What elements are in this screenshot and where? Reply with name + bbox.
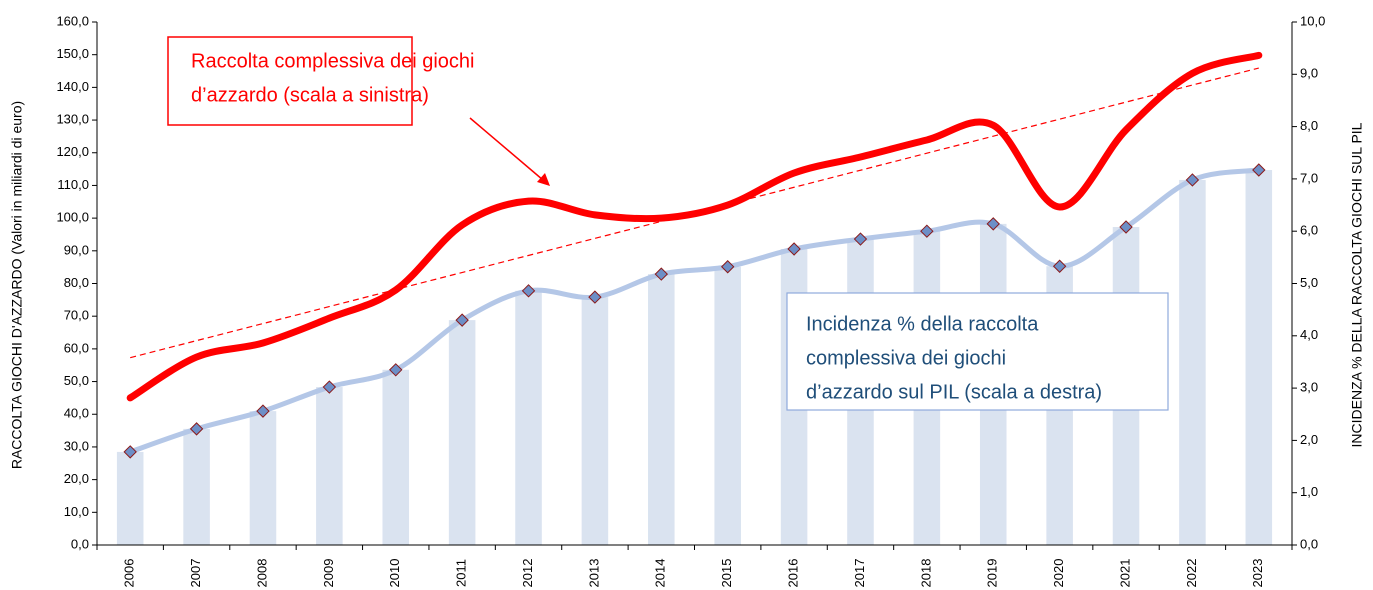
y-tick-label: 140,0 bbox=[56, 79, 89, 94]
x-tick-label: 2018 bbox=[918, 559, 933, 588]
marker bbox=[1252, 163, 1266, 177]
x-tick-label: 2008 bbox=[254, 559, 269, 588]
marker bbox=[123, 445, 137, 459]
y-tick-label: 50,0 bbox=[64, 373, 89, 388]
bar bbox=[448, 320, 476, 545]
y2-tick-label: 3,0 bbox=[1300, 380, 1318, 395]
x-tick-label: 2007 bbox=[188, 559, 203, 588]
marker bbox=[322, 380, 337, 394]
x-tick-label: 2014 bbox=[653, 559, 668, 588]
y-tick-label: 90,0 bbox=[64, 242, 89, 257]
x-tick-label: 2011 bbox=[454, 559, 469, 587]
x-tick-label: 2017 bbox=[852, 559, 867, 588]
arrow bbox=[469, 117, 544, 181]
bar bbox=[1245, 170, 1273, 545]
y-tick-label: 60,0 bbox=[64, 340, 89, 355]
x-tick-label: 2010 bbox=[387, 559, 402, 588]
y2-tick-label: 2,0 bbox=[1300, 432, 1318, 447]
x-tick-label: 2016 bbox=[786, 559, 801, 588]
marker bbox=[521, 284, 536, 298]
y2-tick-label: 4,0 bbox=[1300, 327, 1318, 342]
bar bbox=[382, 369, 410, 545]
y2-tick-label: 8,0 bbox=[1300, 118, 1318, 133]
y-tick-label: 110,0 bbox=[57, 177, 89, 192]
bar bbox=[648, 274, 675, 545]
marker bbox=[256, 404, 270, 418]
x-tick-label: 2006 bbox=[122, 559, 137, 588]
line bbox=[126, 51, 1263, 402]
marker bbox=[853, 232, 868, 246]
x-tick-label: 2012 bbox=[520, 559, 535, 588]
x-tick-label: 2021 bbox=[1117, 559, 1132, 588]
marker bbox=[986, 217, 1000, 231]
annotation-text: Raccolta complessiva dei giochi bbox=[191, 50, 474, 72]
y-tick-label: 120,0 bbox=[56, 144, 89, 159]
marker bbox=[389, 363, 403, 377]
annotation-text: d’azzardo sul PIL (scala a destra) bbox=[806, 381, 1102, 403]
x-tick-label: 2020 bbox=[1051, 559, 1066, 588]
annotation-text: d’azzardo (scala a sinistra) bbox=[191, 84, 429, 106]
bar bbox=[116, 451, 144, 545]
x-tick-label: 2022 bbox=[1184, 559, 1199, 588]
x-tick-label: 2013 bbox=[586, 559, 601, 588]
bar bbox=[1179, 179, 1206, 546]
arrow-head bbox=[537, 173, 550, 186]
y2-tick-label: 9,0 bbox=[1300, 66, 1318, 81]
y-tick-label: 80,0 bbox=[64, 275, 89, 290]
y-axis-title: RACCOLTA GIOCHI D'AZZARDO (Valori in mil… bbox=[9, 101, 25, 469]
y2-tick-label: 5,0 bbox=[1300, 275, 1318, 290]
bar bbox=[183, 428, 210, 545]
annotation-box bbox=[167, 36, 413, 126]
marker bbox=[455, 313, 469, 327]
marker bbox=[1119, 220, 1133, 234]
y2-tick-label: 0,0 bbox=[1300, 536, 1318, 551]
y-tick-label: 160,0 bbox=[56, 13, 89, 28]
marker bbox=[787, 242, 801, 256]
y-tick-label: 70,0 bbox=[64, 308, 89, 323]
marker bbox=[654, 267, 669, 281]
trendline bbox=[130, 67, 1259, 359]
annotation-text: complessiva dei giochi bbox=[806, 347, 1006, 369]
y2-tick-label: 10,0 bbox=[1300, 13, 1325, 28]
y-tick-label: 10,0 bbox=[64, 504, 89, 519]
y2-tick-label: 6,0 bbox=[1300, 223, 1318, 238]
y-tick-label: 0,0 bbox=[71, 536, 89, 551]
bar bbox=[581, 297, 609, 545]
marker bbox=[920, 224, 934, 238]
x-tick-label: 2019 bbox=[985, 559, 1000, 588]
bar bbox=[316, 387, 343, 545]
y-tick-label: 130,0 bbox=[56, 112, 89, 127]
bar bbox=[249, 411, 277, 545]
marker bbox=[1185, 173, 1200, 187]
y-tick-label: 100,0 bbox=[56, 210, 89, 225]
y-tick-label: 20,0 bbox=[64, 471, 89, 486]
y-tick-label: 40,0 bbox=[64, 406, 89, 421]
annotation-box bbox=[786, 292, 1169, 411]
x-tick-label: 2009 bbox=[321, 559, 336, 588]
marker bbox=[189, 422, 204, 436]
bar bbox=[714, 266, 741, 545]
x-tick-label: 2023 bbox=[1250, 559, 1265, 588]
marker bbox=[720, 260, 735, 274]
annotation-text: Incidenza % della raccolta bbox=[806, 313, 1039, 335]
y-tick-label: 150,0 bbox=[56, 46, 89, 61]
y-tick-label: 30,0 bbox=[64, 438, 89, 453]
marker bbox=[1052, 259, 1067, 273]
marker bbox=[588, 290, 602, 304]
x-tick-label: 2015 bbox=[719, 559, 734, 588]
y2-tick-label: 7,0 bbox=[1300, 170, 1318, 185]
bar bbox=[515, 290, 542, 545]
y2-axis-title: INCIDENZA % DELLA RACCOLTA GIOCHI SUL PI… bbox=[1349, 122, 1365, 447]
y2-tick-label: 1,0 bbox=[1300, 484, 1318, 499]
